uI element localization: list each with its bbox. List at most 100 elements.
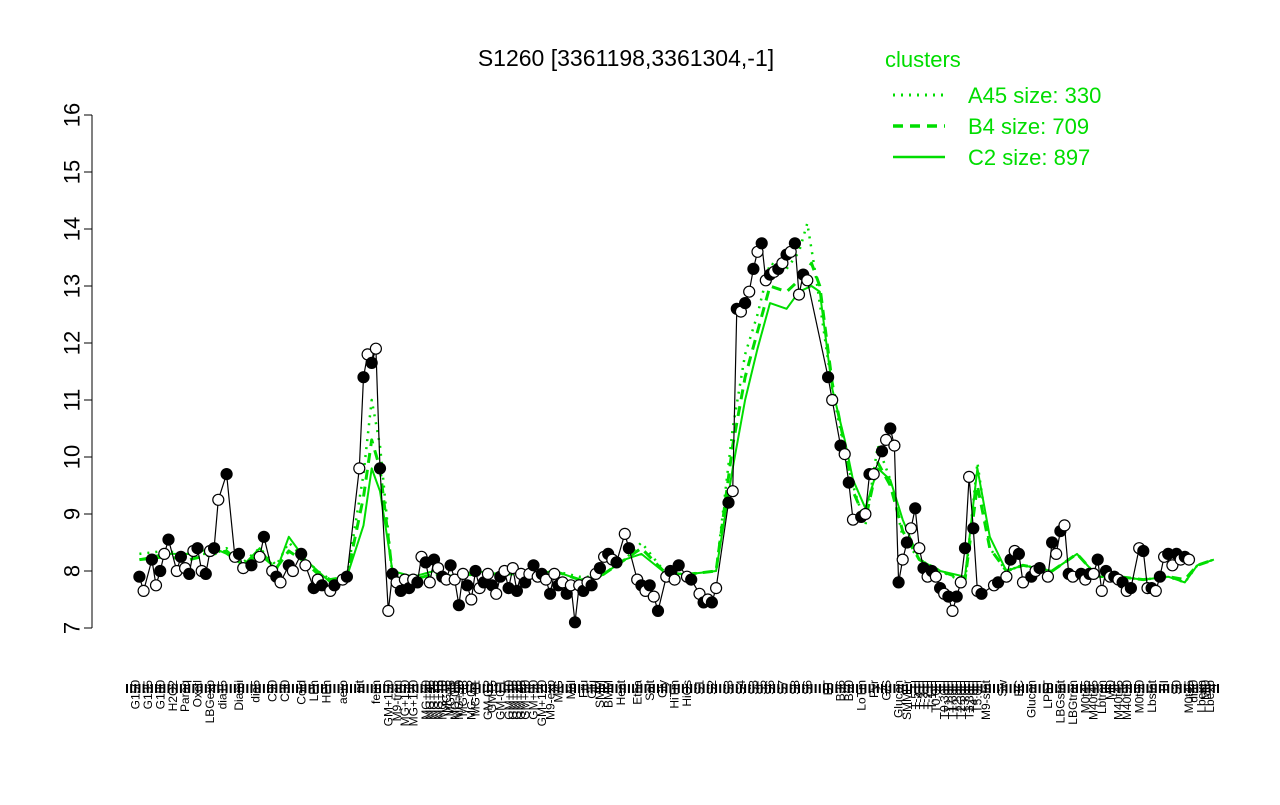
sample-point [548, 567, 561, 581]
y-tick-label: 11 [60, 389, 85, 412]
sample-point [888, 439, 901, 452]
x-tick-label: MG+60 [419, 680, 433, 720]
y-tick-label: 13 [60, 274, 85, 298]
sample-point [651, 604, 665, 618]
x-tick-label: Mt0 [1103, 680, 1117, 700]
x-tick-label: HiTm [668, 680, 682, 709]
y-tick-label: 16 [60, 103, 85, 127]
sample-point [212, 493, 225, 506]
x-tick-label: MG+t1 [469, 680, 483, 717]
sample-point [257, 530, 270, 543]
x-tick-label: HiOs [680, 680, 694, 707]
x-tick-label: LoTm [854, 680, 868, 711]
sample-point [788, 237, 802, 250]
sample-point [199, 567, 212, 581]
x-tick-label: BT [821, 679, 835, 695]
x-tick-label: T-2.H [921, 680, 935, 709]
sample-point [1087, 567, 1100, 581]
x-tick-label: T3.30H [962, 680, 976, 719]
sample-point [859, 507, 872, 521]
x-axis-rug [126, 684, 1219, 693]
x-tick-label: T4.0H [966, 680, 980, 713]
x-tick-label: T-5.H [908, 680, 922, 709]
sample-point [133, 570, 146, 583]
x-tick-label: GM+60 [518, 680, 532, 720]
sample-point [208, 542, 221, 555]
sample-point [747, 262, 760, 275]
sample-point [456, 567, 470, 581]
x-tick-label: M9-tran [390, 680, 404, 721]
x-tick-label: T2.0H [950, 680, 964, 713]
x-tick-label: M9-stat [979, 679, 993, 720]
x-tick-label: S8 [788, 680, 802, 695]
x-tick-label: T-1.H [925, 680, 939, 709]
x-tick-label: LBGexp [203, 680, 217, 724]
sample-point [1045, 536, 1059, 549]
sample-point [469, 564, 482, 578]
x-tick-label: MG+t3 [456, 680, 470, 717]
sample-point [709, 581, 723, 595]
x-tick-label: Diami [232, 680, 246, 711]
sample-point [892, 576, 905, 589]
x-tick-label: Lbexp [1195, 680, 1209, 713]
sample-point [315, 579, 329, 592]
x-tick-label: GM+150 [381, 680, 395, 727]
x-tick-label: dia15 [216, 680, 230, 710]
sample-point [685, 573, 698, 586]
y-tick-label: 8 [60, 565, 85, 577]
sample-point [1016, 576, 1030, 589]
sample-point [340, 570, 353, 583]
x-tick-label: Lbexp [1203, 680, 1217, 713]
x-tick-label: M40t45 [1112, 680, 1126, 720]
x-tick-label: GM-0.2 [481, 680, 495, 720]
x-tick-label: T-4.H [912, 680, 926, 709]
legend-title: clusters [885, 47, 961, 72]
x-tick-label: M9-exp [543, 680, 557, 720]
x-tick-label: T1.0H [942, 680, 956, 713]
sample-point [967, 522, 980, 535]
x-tick-label: T1.30H [946, 680, 960, 719]
x-tick-label: LPhT [1041, 679, 1055, 708]
x-tick-label: MG+45 [423, 680, 437, 720]
sample-point [593, 561, 607, 575]
x-tick-label: S6 [800, 680, 814, 695]
sample-point [353, 462, 366, 475]
y-tick-label: 10 [60, 445, 85, 469]
x-tick-label: SMM [593, 680, 607, 708]
sample-point [286, 564, 299, 578]
sample-point [954, 576, 967, 589]
x-tick-label: T5.0H [971, 680, 985, 713]
x-tick-label: C30 [278, 680, 292, 702]
x-tick-label: Mal [564, 680, 578, 699]
sample-point [647, 590, 660, 603]
x-tick-label: nit [352, 679, 366, 692]
sample-point [1137, 544, 1150, 558]
x-tick-label: LPh [307, 680, 321, 701]
x-tick-label: ferm [369, 680, 383, 704]
sample-point [585, 579, 598, 592]
x-tick-label: S0 [1170, 680, 1184, 695]
sample-point [145, 553, 158, 566]
x-tick-label: MG+15 [431, 680, 445, 720]
sample-point [1041, 570, 1055, 583]
sample-point [867, 468, 880, 481]
x-tick-label: Glucon [892, 680, 906, 718]
y-tick-label: 9 [60, 508, 85, 520]
sample-point [423, 576, 436, 589]
x-tick-label: MG+90 [452, 680, 466, 720]
y-tick-label: 14 [60, 217, 85, 241]
x-tick-label: T-3.H [917, 680, 931, 709]
x-tick-label: GM+120 [535, 680, 549, 727]
sample-point [448, 573, 461, 586]
sample-point [792, 288, 806, 301]
sample-point [158, 547, 171, 561]
sample-point [1166, 559, 1179, 572]
x-tick-label: S2 [705, 680, 719, 695]
sample-point [1033, 561, 1046, 575]
x-tick-label: Fru [576, 680, 590, 698]
x-tick-label: GM+10 [502, 680, 516, 720]
x-tick-label: MG+t5 [444, 680, 458, 717]
sample-point [896, 553, 909, 566]
sample-point [253, 550, 266, 563]
